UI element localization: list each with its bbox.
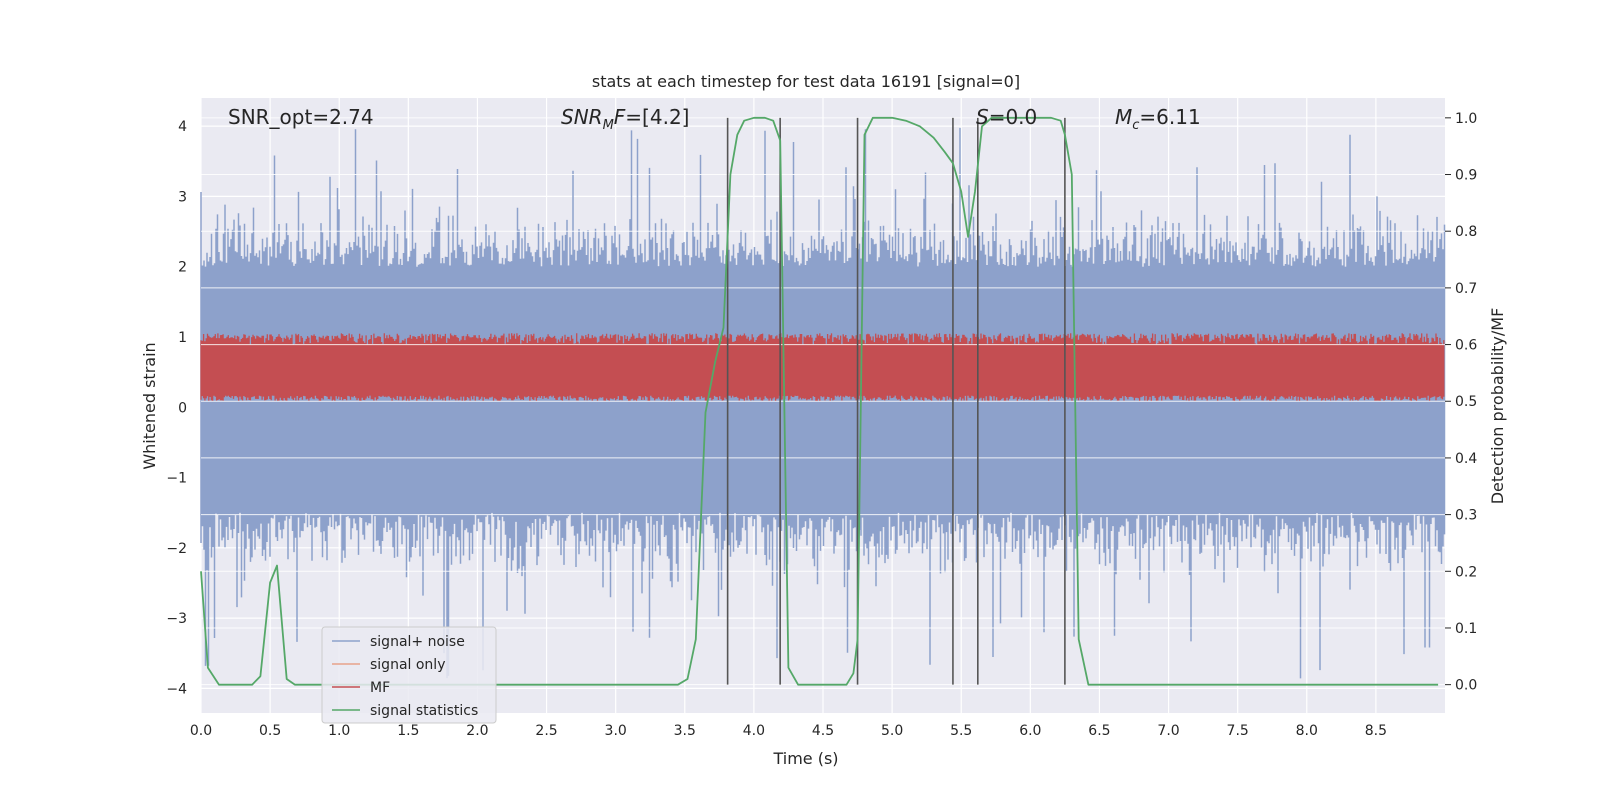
x-tick-label: 7.5 [1227, 723, 1249, 739]
x-tick-label: 6.0 [1019, 723, 1041, 739]
x-tick-label: 4.0 [743, 723, 765, 739]
x-tick-label: 1.5 [397, 723, 419, 739]
x-tick-label: 3.5 [674, 723, 696, 739]
left-axis-label: Whitened strain [140, 342, 159, 469]
left-tick-label: 1 [178, 330, 187, 346]
plot-area [200, 98, 1446, 713]
x-tick-label: 5.5 [950, 723, 972, 739]
right-axis-ticks: 0.0 0.1 0.2 0.3 0.4 0.5 0.6 0.7 0.8 0.9 1.0 [1445, 111, 1477, 694]
signal-statistics-line [200, 116, 1439, 686]
legend-box [321, 626, 497, 724]
annotation-snr-mf: SNRMF=[4.2] [561, 105, 689, 133]
signal-statistics-trace [200, 116, 1439, 686]
right-tick-label: 0.2 [1455, 564, 1477, 580]
legend-label-signal-only: signal only [370, 657, 445, 673]
right-axis-label: Detection probability/MF [1488, 308, 1507, 505]
x-tick-label: 2.5 [535, 723, 557, 739]
mf-trace [200, 333, 1445, 402]
right-tick-label: 0.9 [1455, 168, 1477, 184]
x-tick-label: 8.5 [1365, 723, 1387, 739]
x-axis-label: Time (s) [772, 749, 838, 768]
left-tick-label: 0 [178, 400, 187, 416]
right-tick-label: 0.3 [1455, 508, 1477, 524]
annotation-snr-opt: SNR_opt=2.74 [228, 105, 374, 129]
annotation-mc: Mc=6.11 [1115, 105, 1201, 133]
annotation-snr-opt-text: SNR_opt=2.74 [228, 105, 374, 129]
legend-label-signal-noise: signal+ noise [370, 634, 465, 650]
legend-label-mf: MF [370, 680, 390, 696]
left-tick-label: −3 [166, 611, 187, 627]
x-tick-label: 5.0 [881, 723, 903, 739]
vertical-markers [726, 117, 1066, 685]
x-axis-ticks: 0.0 0.5 1.0 1.5 2.0 2.5 3.0 3.5 4.0 4.5 5.0 5.5 6.0 6… [190, 723, 1387, 739]
left-tick-label: 4 [178, 119, 187, 135]
left-tick-label: −1 [166, 471, 187, 487]
x-tick-label: 0.5 [259, 723, 281, 739]
right-tick-label: 0.8 [1455, 224, 1477, 240]
right-tick-label: 0.0 [1455, 678, 1477, 694]
x-tick-label: 7.0 [1157, 723, 1179, 739]
left-tick-label: −4 [166, 681, 187, 697]
left-tick-label: 3 [178, 189, 187, 205]
chart-title: stats at each timestep for test data 161… [592, 72, 1020, 91]
x-tick-label: 1.0 [328, 723, 350, 739]
left-tick-label: −2 [166, 541, 187, 557]
right-tick-label: 0.6 [1455, 338, 1477, 354]
left-tick-label: 2 [178, 260, 187, 276]
left-axis-ticks: −4 −3 −2 −1 0 1 2 3 4 [166, 119, 187, 697]
mf-line [200, 333, 1445, 402]
legend-label-signal-statistics: signal statistics [370, 703, 478, 719]
x-tick-label: 2.0 [466, 723, 488, 739]
x-tick-label: 0.0 [190, 723, 212, 739]
x-tick-label: 6.5 [1088, 723, 1110, 739]
right-tick-label: 0.5 [1455, 394, 1477, 410]
right-tick-label: 0.4 [1455, 451, 1477, 467]
x-tick-label: 4.5 [812, 723, 834, 739]
annotation-s: S=0.0 [976, 105, 1037, 129]
right-tick-label: 0.1 [1455, 621, 1477, 637]
x-tick-label: 3.0 [605, 723, 627, 739]
legend: signal+ noise signal only MF signal stat… [321, 626, 497, 724]
x-tick-label: 8.0 [1296, 723, 1318, 739]
right-tick-label: 0.7 [1455, 281, 1477, 297]
right-tick-label: 1.0 [1455, 111, 1477, 127]
